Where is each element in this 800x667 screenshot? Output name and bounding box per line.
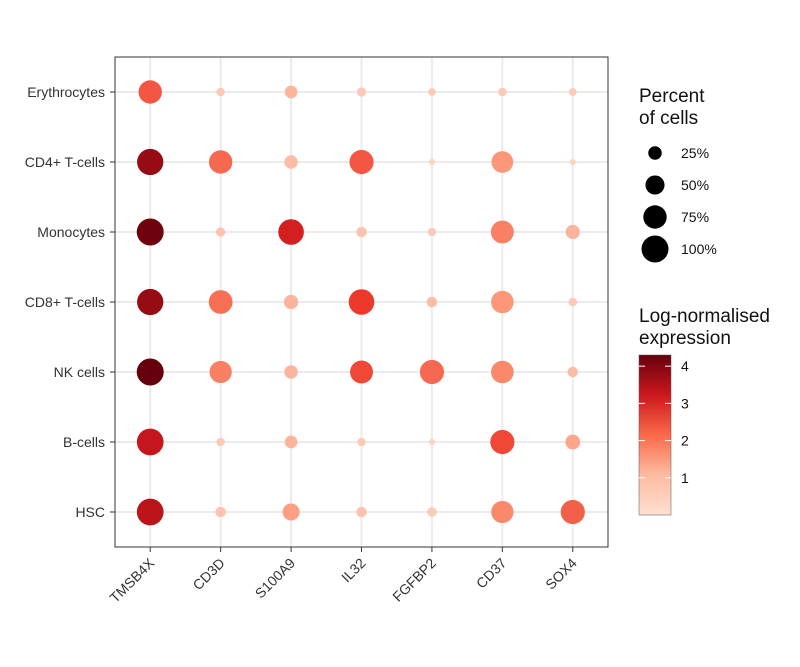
dot-fgfbp2-monocytes [427, 227, 437, 237]
y-axis: Erythrocytes CD4+ T-cells Monocytes CD8+ T-… [25, 84, 115, 520]
dot-tmsb4x-cd4-t-cells [137, 148, 164, 176]
dot-il32-b-cells [357, 437, 366, 447]
dot-s100a9-monocytes [278, 219, 304, 245]
y-tick-label: Monocytes [37, 224, 105, 240]
dot-tmsb4x-erythrocytes [138, 80, 162, 104]
dot-tmsb4x-b-cells [136, 428, 164, 456]
dot-il32-nk-cells [350, 360, 373, 384]
dot-s100a9-erythrocytes [284, 85, 298, 99]
size-legend-dot [648, 146, 662, 160]
y-tick-label: B-cells [63, 434, 105, 450]
dot-cd3d-nk-cells [209, 360, 232, 384]
color-legend: Log-normalised expression 4 3 2 1 [638, 306, 770, 516]
watermark: 知乎 @追风少年i [640, 624, 783, 646]
dot-cd37-hsc [491, 500, 514, 524]
dot-il32-monocytes [356, 226, 367, 238]
dot-sox4-erythrocytes [568, 88, 577, 96]
color-legend-title-line1: Log-normalised [639, 306, 770, 327]
dot-tmsb4x-monocytes [136, 218, 164, 246]
dot-s100a9-cd8-t-cells [283, 294, 299, 310]
y-tick-label: NK cells [54, 364, 105, 380]
color-legend-tick-label: 2 [681, 433, 689, 449]
dot-fgfbp2-b-cells [428, 438, 435, 446]
dot-s100a9-nk-cells [284, 365, 298, 379]
dot-cd37-cd4-t-cells [491, 151, 514, 173]
dot-fgfbp2-hsc [427, 507, 437, 517]
dot-cd37-cd8-t-cells [491, 290, 514, 314]
dot-cd37-b-cells [490, 429, 515, 455]
dot-fgfbp2-cd4-t-cells [428, 158, 435, 166]
dot-il32-cd4-t-cells [349, 149, 374, 175]
y-tick-label: HSC [75, 504, 105, 520]
color-legend-bar [638, 354, 672, 516]
y-tick-label: CD4+ T-cells [25, 154, 105, 170]
dot-tmsb4x-cd8-t-cells [137, 288, 164, 316]
color-legend-tick-label: 3 [681, 395, 689, 411]
dot-sox4-monocytes [565, 224, 580, 240]
y-tick-label: Erythrocytes [27, 84, 105, 100]
color-legend-tick-label: 1 [681, 470, 689, 486]
size-legend: Percent of cells 25% 50% 75% 100% [639, 86, 717, 263]
size-legend-label: 25% [681, 145, 709, 161]
size-legend-title-line1: Percent [639, 86, 705, 107]
size-legend-dot [643, 205, 667, 229]
color-legend-title-line2: expression [639, 328, 731, 349]
dot-cd37-monocytes [490, 220, 514, 244]
size-legend-dot [645, 175, 665, 195]
dot-fgfbp2-erythrocytes [428, 88, 436, 96]
dot-cd3d-hsc [215, 506, 226, 518]
size-legend-label: 75% [681, 209, 709, 225]
dot-cd3d-monocytes [215, 227, 226, 237]
size-legend-label: 50% [681, 177, 709, 193]
dot-il32-erythrocytes [356, 87, 367, 97]
dot-il32-hsc [356, 506, 367, 518]
dot-sox4-b-cells [565, 434, 581, 450]
dot-cd3d-erythrocytes [216, 87, 225, 97]
dot-il32-cd8-t-cells [348, 289, 375, 315]
dot-cd37-erythrocytes [498, 87, 507, 97]
dot-fgfbp2-cd8-t-cells [426, 296, 438, 308]
dot-cd37-nk-cells [491, 360, 514, 384]
size-legend-label: 100% [681, 241, 717, 257]
dot-s100a9-cd4-t-cells [284, 155, 298, 169]
dot-sox4-cd8-t-cells [568, 297, 578, 307]
dot-fgfbp2-nk-cells [419, 359, 444, 385]
dot-cd3d-b-cells [216, 437, 225, 447]
y-tick-label: CD8+ T-cells [25, 294, 105, 310]
dot-tmsb4x-nk-cells [136, 358, 164, 386]
size-legend-dot [641, 235, 669, 263]
dot-sox4-nk-cells [567, 366, 579, 378]
dot-cd3d-cd4-t-cells [208, 150, 233, 174]
dot-cd3d-cd8-t-cells [208, 290, 233, 314]
dot-sox4-cd4-t-cells [569, 158, 576, 166]
dot-s100a9-hsc [282, 503, 300, 521]
dot-s100a9-b-cells [284, 435, 298, 449]
dot-sox4-hsc [560, 499, 585, 525]
dot-tmsb4x-hsc [136, 498, 164, 526]
dots [136, 80, 585, 526]
color-legend-tick-label: 4 [681, 358, 689, 374]
size-legend-title-line2: of cells [639, 108, 698, 129]
